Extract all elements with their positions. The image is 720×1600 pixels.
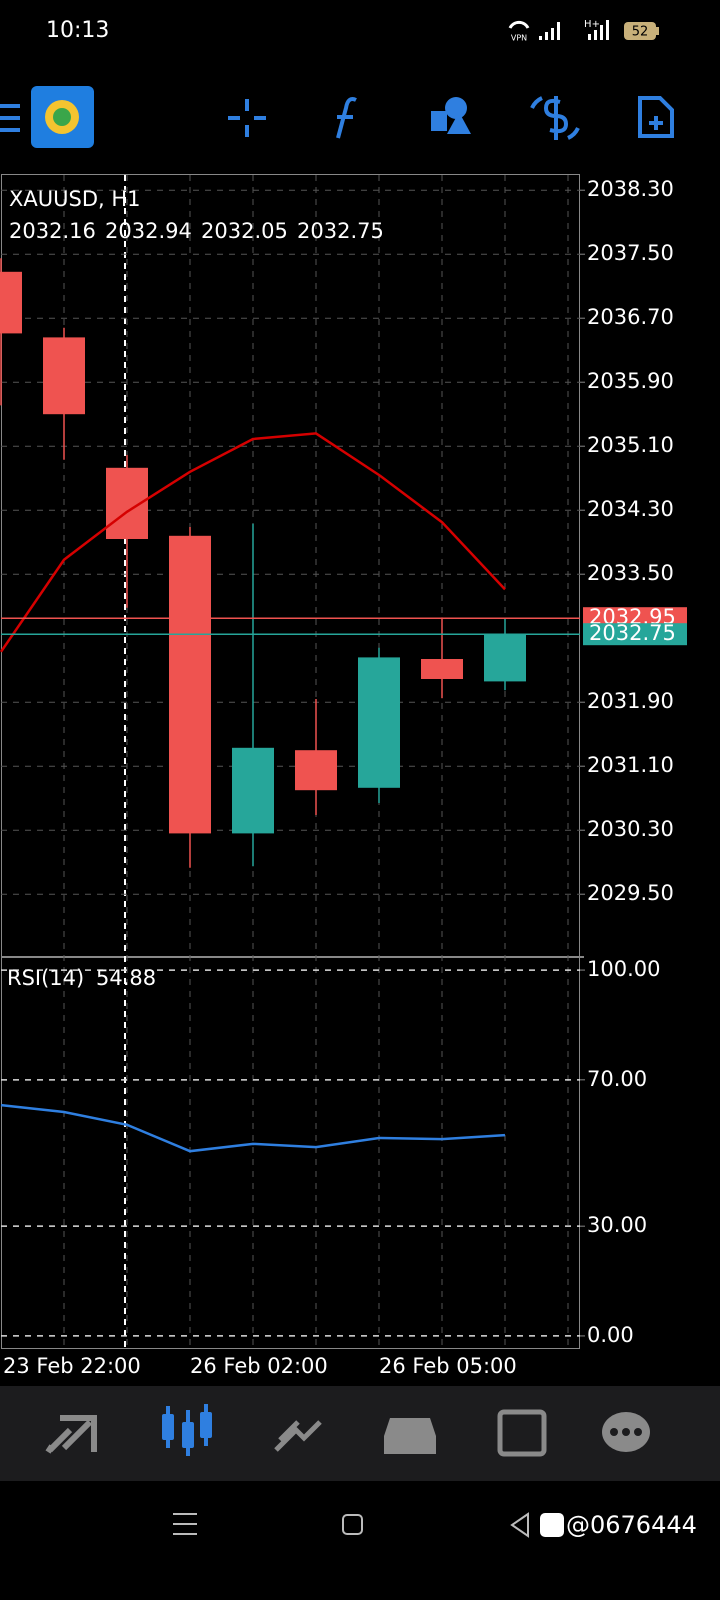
vpn-icon — [508, 20, 530, 29]
candle-body — [232, 747, 274, 834]
new-order-tool[interactable] — [638, 96, 674, 138]
nav-trade[interactable] — [274, 1420, 322, 1452]
ohlc-close: 2032.75 — [297, 219, 384, 243]
app-logo-mark-inner — [53, 108, 71, 126]
candle-body — [295, 750, 337, 791]
ohlc-high: 2032.94 — [105, 219, 192, 243]
y-tick-label: 30.00 — [587, 1213, 647, 1237]
signal-1 — [539, 22, 560, 40]
signal-2 — [588, 20, 609, 40]
battery-tip — [656, 27, 659, 35]
y-tick-label: 2038.30 — [587, 177, 674, 201]
vpn-label: VPN — [511, 34, 527, 43]
y-tick-label: 2031.90 — [587, 689, 674, 713]
bottom-nav — [0, 1386, 720, 1481]
status-time: 10:13 — [46, 18, 109, 43]
y-tick-label: 2031.10 — [587, 753, 674, 777]
nav-quotes[interactable] — [45, 1415, 97, 1454]
ohlc-low: 2032.05 — [201, 219, 288, 243]
x-tick-label: 26 Feb 05:00 — [379, 1354, 517, 1378]
indicator-line — [0, 1103, 506, 1153]
nav-messages-dots — [610, 1428, 642, 1436]
network-type: H+ — [584, 19, 600, 30]
candle-body — [358, 657, 400, 788]
rsi-title: RSI(14) — [7, 966, 84, 990]
y-tick-label: 70.00 — [587, 1067, 647, 1091]
chart-title: XAUUSD, H1 — [9, 187, 141, 211]
trade-tool[interactable] — [530, 96, 580, 140]
nav-history[interactable] — [384, 1418, 436, 1454]
y-tick-label: 2034.30 — [587, 497, 674, 521]
last-price-label: 2032.75 — [589, 621, 676, 645]
ohlc-open: 2032.16 — [9, 219, 96, 243]
rsi-value: 54.88 — [96, 966, 156, 990]
candle-body — [169, 535, 211, 834]
plot-layer — [0, 189, 585, 1337]
y-tick-label: 0.00 — [587, 1323, 634, 1347]
candle-body — [484, 634, 526, 682]
sys-home[interactable] — [342, 1514, 363, 1535]
objects-tool[interactable] — [431, 97, 471, 134]
candle-body — [0, 271, 22, 334]
menu-button[interactable] — [0, 104, 20, 132]
indicator-line — [0, 432, 506, 653]
watermark-icon — [540, 1513, 564, 1537]
y-tick-label: 2036.70 — [587, 305, 674, 329]
crosshair-tool[interactable] — [228, 99, 266, 137]
battery-level: 52 — [632, 25, 649, 40]
x-tick-label: 26 Feb 02:00 — [190, 1354, 328, 1378]
candle-body — [421, 659, 463, 679]
time-grid — [63, 175, 569, 1348]
chart-frame — [1, 174, 580, 1349]
y-tick-label: 2030.30 — [587, 817, 674, 841]
y-tick-label: 2035.10 — [587, 433, 674, 457]
y-tick-label: 2029.50 — [587, 881, 674, 905]
indicators-tool[interactable] — [336, 97, 357, 139]
sys-back[interactable] — [510, 1512, 529, 1538]
candle-body — [43, 337, 85, 415]
watermark: @0676444 — [566, 1511, 697, 1539]
y-tick-label: 2033.50 — [587, 561, 674, 585]
y-tick-label: 2035.90 — [587, 369, 674, 393]
sys-menu[interactable] — [173, 1513, 197, 1535]
last-price-box — [583, 623, 687, 646]
nav-chart[interactable] — [162, 1404, 212, 1456]
y-tick-label: 2037.50 — [587, 241, 674, 265]
y-tick-label: 100.00 — [587, 957, 660, 981]
x-tick-label: 23 Feb 22:00 — [3, 1354, 141, 1378]
nav-news[interactable] — [497, 1409, 547, 1457]
battery — [624, 22, 656, 40]
